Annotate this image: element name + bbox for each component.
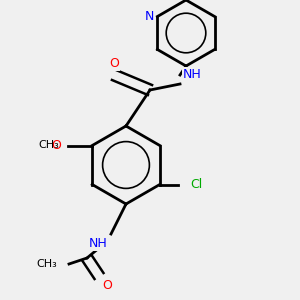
Text: CH₃: CH₃ [38, 140, 59, 151]
Text: N: N [145, 10, 154, 23]
Text: CH₃: CH₃ [36, 259, 57, 269]
Text: O: O [102, 279, 112, 292]
Text: O: O [109, 58, 119, 70]
Text: NH: NH [89, 237, 108, 250]
Text: O: O [51, 139, 61, 152]
Text: NH: NH [183, 68, 202, 81]
Text: Cl: Cl [190, 178, 202, 191]
